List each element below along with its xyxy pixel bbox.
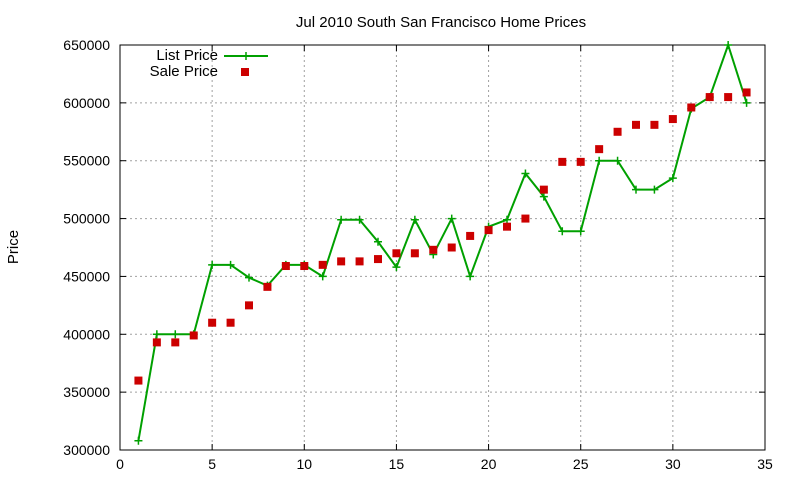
list-price-point [134,436,143,445]
list-price-point [742,98,751,107]
sale-price-point [632,120,640,129]
x-tick-label: 0 [116,456,124,472]
list-price-point [668,174,677,183]
y-tick-label: 500000 [63,211,110,227]
list-price-point [171,330,180,339]
sale-price-point [392,249,401,258]
y-tick-label: 650000 [63,37,110,53]
sale-price-point [152,338,161,347]
sale-price-point [355,257,364,266]
list-price-point [208,260,217,269]
sale-price-point [576,157,585,166]
sale-price-point [429,245,438,254]
plot-frame [119,44,766,451]
sale-price-point [484,226,493,235]
list-price-point [466,272,475,281]
sale-price-point [521,214,530,223]
list-price-point [539,192,548,201]
y-axis-label: Price [5,230,22,264]
x-tick-label: 30 [665,456,681,472]
chart-title: Jul 2010 South San Francisco Home Prices [296,14,586,31]
sale-price-point [705,93,714,102]
sale-price-point [650,120,659,129]
list-price-point [558,227,567,236]
legend: List Price Sale Price [150,47,268,80]
sale-price-point [337,257,346,266]
list-price-point [152,330,161,339]
sale-price-point [226,318,235,327]
list-price-point [355,215,364,224]
sale-price-point [742,88,751,97]
list-price-point [613,156,622,165]
list-price-point [595,156,604,165]
x-tick-label: 10 [296,456,312,472]
list-price-point [724,41,733,49]
sale-price-point [724,93,733,102]
list-price-point [410,215,419,224]
x-tick-label: 25 [573,456,589,472]
sale-price-point [245,301,253,310]
sale-price-point [558,157,567,166]
list-price-point [337,215,346,224]
sale-price-point [189,331,198,340]
list-price-point [632,185,640,194]
x-tick-label: 20 [481,456,497,472]
list-price-point [392,263,401,272]
list-price-point [318,272,327,281]
sale-price-point [503,222,511,231]
list-price-line [137,41,748,441]
sale-price-point [613,127,622,136]
list-price-point [447,214,456,223]
sale-price-point [300,262,309,271]
sale-price-point [318,260,327,269]
list-price-point [245,273,253,282]
y-tick-label: 550000 [63,153,110,169]
legend-label-sale-price: Sale Price [150,63,218,80]
sale-price-point [281,262,290,271]
sale-price-point [447,243,456,252]
list-price-point [576,227,585,236]
y-tick-label: 300000 [63,442,110,458]
sale-price-point [134,376,143,385]
x-tick-label: 35 [757,456,773,472]
legend-plus-marker [242,52,250,60]
sale-price-point [171,338,180,347]
sale-price-point [410,249,419,258]
sale-price-point [374,255,382,264]
y-tick-label: 350000 [63,384,110,400]
legend-label-list-price: List Price [156,47,218,64]
series-layer [134,41,751,445]
list-price-point [503,215,511,224]
tick-layer: 0 5 10 15 20 25 30 35 300000 350000 400000 450000 50… [63,37,773,472]
list-price-point [374,237,382,246]
y-tick-label: 450000 [63,268,110,284]
sale-price-point [263,282,272,291]
grid-layer [120,45,765,450]
list-price-point [226,260,235,269]
sale-price-point [539,185,548,194]
x-tick-label: 5 [208,456,216,472]
list-price-point [650,185,659,194]
sale-price-point [668,115,677,124]
y-tick-label: 400000 [63,326,110,342]
legend-list-price-marker [242,52,250,60]
sale-price-point [466,231,475,240]
y-tick-label: 600000 [63,95,110,111]
sale-price-point [208,318,217,327]
list-price-point [521,169,530,178]
sale-price-point [687,103,696,112]
x-tick-label: 15 [389,456,405,472]
legend-sale-price-marker [241,68,249,76]
sale-price-point [595,145,604,154]
